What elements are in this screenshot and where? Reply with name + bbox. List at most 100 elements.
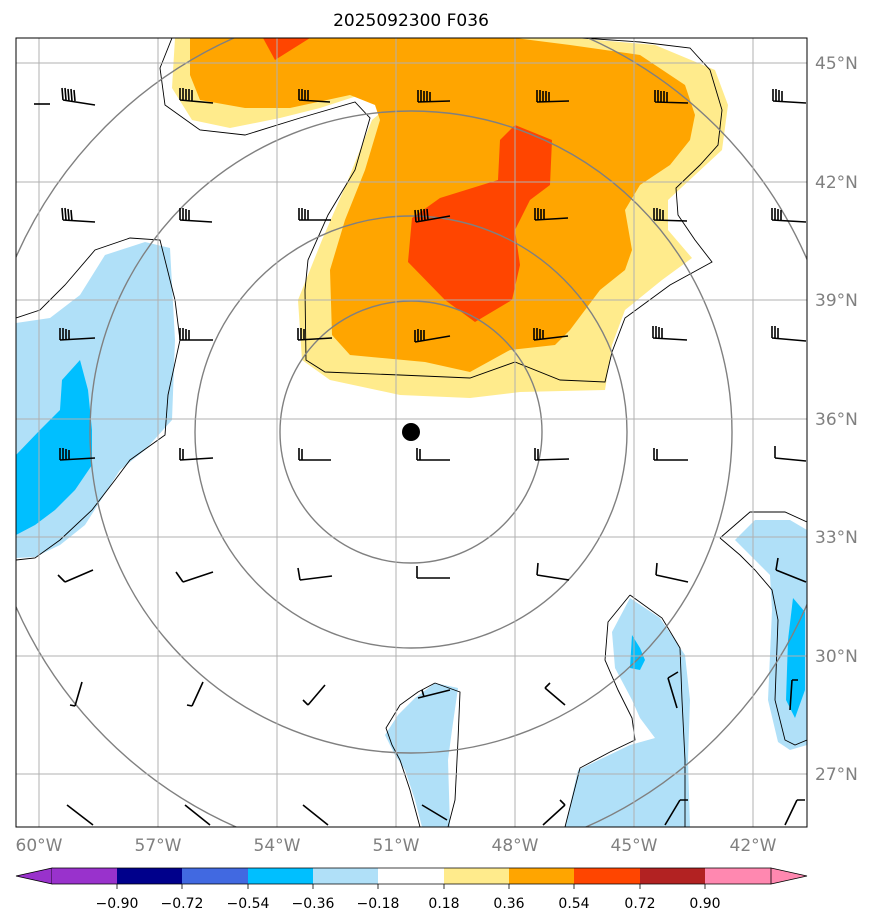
contour-line bbox=[16, 237, 181, 561]
colorbar: −0.90 −0.72 −0.54 −0.36 −0.18 0.18 0.36 … bbox=[15, 867, 808, 912]
wind-barb bbox=[533, 328, 569, 341]
lat-label: 27°N bbox=[815, 765, 858, 785]
colorbar-bin bbox=[705, 868, 771, 884]
wind-barb bbox=[534, 448, 570, 461]
wind-barb bbox=[69, 681, 83, 707]
colorbar-bin bbox=[313, 868, 378, 884]
colorbar-tick-label: −0.90 bbox=[96, 896, 139, 912]
wind-barb bbox=[416, 448, 450, 461]
colorbar-tick-label: −0.36 bbox=[292, 896, 335, 912]
longitude-labels: 60°W 57°W 54°W 51°W 48°W 45°W 42°W bbox=[16, 836, 777, 856]
wind-barb bbox=[417, 90, 451, 103]
wind-barb bbox=[789, 679, 798, 711]
colorbar-bin bbox=[574, 868, 640, 884]
wind-barb bbox=[184, 804, 211, 826]
wind-barb bbox=[179, 448, 214, 461]
colorbar-bin bbox=[182, 868, 248, 884]
map-frame bbox=[15, 37, 808, 828]
wind-barb bbox=[771, 326, 807, 342]
wind-barb bbox=[179, 208, 213, 223]
wind-barb bbox=[298, 448, 331, 461]
wind-barb bbox=[57, 569, 94, 583]
contour-line bbox=[564, 594, 686, 827]
anomaly-fill-neg-mid-west bbox=[16, 360, 92, 535]
lon-label: 42°W bbox=[730, 836, 777, 856]
wind-barb bbox=[297, 567, 333, 581]
wind-barb bbox=[664, 799, 688, 826]
wind-barb bbox=[775, 557, 807, 583]
anomaly-fill-pos-red-top bbox=[263, 38, 310, 60]
wind-barb bbox=[421, 804, 448, 821]
anomaly-fill-neg-light-se bbox=[565, 598, 690, 827]
wind-barb bbox=[774, 446, 807, 462]
wind-barb bbox=[536, 90, 570, 103]
wind-barb bbox=[61, 87, 96, 106]
wind-barb bbox=[179, 88, 214, 104]
wind-barb bbox=[654, 90, 689, 104]
colorbar-tick-label: −0.72 bbox=[161, 896, 204, 912]
lat-label: 39°N bbox=[815, 291, 858, 311]
lat-label: 45°N bbox=[815, 54, 858, 74]
wind-barb bbox=[653, 208, 688, 222]
storm-center-marker bbox=[402, 423, 420, 441]
wind-barb bbox=[175, 571, 214, 583]
contour-line bbox=[719, 511, 807, 746]
figure-title: 2025092300 F036 bbox=[333, 11, 489, 31]
wind-barb bbox=[652, 326, 688, 341]
contour-line bbox=[385, 682, 461, 827]
wind-barb bbox=[414, 208, 451, 223]
wind-barb bbox=[544, 682, 566, 706]
colorbar-bin bbox=[117, 868, 182, 884]
colorbar-tick-label: 0.54 bbox=[558, 896, 589, 912]
wind-barb bbox=[179, 328, 213, 341]
lon-label: 45°W bbox=[611, 836, 658, 856]
colorbar-bin bbox=[248, 868, 313, 884]
wind-barb bbox=[771, 208, 807, 223]
wind-barb bbox=[417, 689, 451, 699]
colorbar-tick-label: 0.18 bbox=[428, 896, 459, 912]
wind-barb bbox=[784, 799, 805, 826]
wind-barb bbox=[186, 681, 204, 707]
colorbar-tick-label: 0.90 bbox=[689, 896, 720, 912]
wind-barb bbox=[298, 89, 331, 103]
wind-barb bbox=[653, 448, 688, 461]
lon-label: 57°W bbox=[135, 836, 182, 856]
colorbar-tick-label: 0.72 bbox=[624, 896, 655, 912]
wind-barb bbox=[655, 562, 689, 583]
colorbar-tick-label: −0.18 bbox=[357, 896, 400, 912]
wind-barb bbox=[59, 448, 96, 461]
wind-barb bbox=[302, 804, 329, 826]
colorbar-bin bbox=[52, 868, 117, 884]
graticule bbox=[16, 38, 807, 827]
lon-label: 51°W bbox=[373, 836, 420, 856]
wind-barb bbox=[667, 671, 679, 709]
wind-barb bbox=[772, 89, 807, 104]
wind-barb bbox=[297, 328, 333, 341]
wind-barb bbox=[414, 329, 451, 343]
lat-label: 42°N bbox=[815, 173, 858, 193]
colorbar-bin bbox=[444, 868, 509, 884]
latitude-labels: 45°N 42°N 39°N 36°N 33°N 30°N 27°N bbox=[815, 54, 858, 785]
lat-label: 33°N bbox=[815, 528, 858, 548]
range-ring bbox=[279, 300, 543, 564]
lat-label: 30°N bbox=[815, 647, 858, 667]
map-area bbox=[16, 38, 807, 827]
range-ring bbox=[89, 110, 733, 754]
colorbar-extend-high bbox=[770, 867, 808, 885]
anomaly-fill-pos-red bbox=[408, 125, 552, 322]
wind-barb bbox=[61, 207, 96, 223]
colorbar-bin bbox=[640, 868, 705, 884]
wind-barb bbox=[59, 328, 96, 341]
range-ring bbox=[194, 215, 628, 649]
wind-barb bbox=[542, 799, 566, 826]
colorbar-extend-low bbox=[15, 867, 53, 885]
lon-label: 54°W bbox=[254, 836, 301, 856]
lon-label: 60°W bbox=[16, 836, 63, 856]
anomaly-fill-neg-light-south bbox=[385, 683, 458, 827]
wind-barb bbox=[534, 208, 569, 221]
colorbar-tick-label: −0.54 bbox=[227, 896, 270, 912]
lon-label: 48°W bbox=[492, 836, 539, 856]
wind-barb bbox=[66, 804, 94, 826]
colorbar-bin bbox=[509, 868, 574, 884]
